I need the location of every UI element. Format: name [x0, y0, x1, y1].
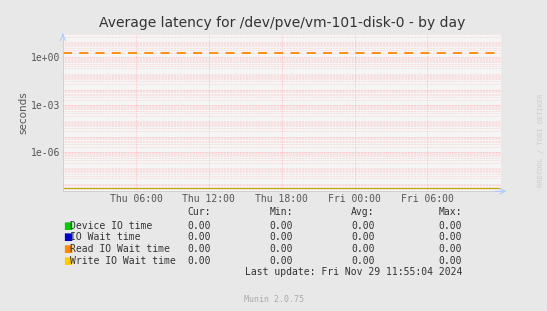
Text: Avg:: Avg: [351, 207, 375, 217]
Text: 0.00: 0.00 [351, 244, 375, 254]
Text: 0.00: 0.00 [439, 221, 462, 231]
Text: 0.00: 0.00 [187, 221, 211, 231]
Text: 0.00: 0.00 [187, 232, 211, 242]
Text: RRDTOOL / TOBI OETIKER: RRDTOOL / TOBI OETIKER [538, 93, 544, 187]
Text: 0.00: 0.00 [439, 232, 462, 242]
Text: ■: ■ [63, 221, 72, 231]
Text: Max:: Max: [439, 207, 462, 217]
Text: ■: ■ [63, 256, 72, 266]
Text: 0.00: 0.00 [269, 244, 293, 254]
Text: Last update: Fri Nov 29 11:55:04 2024: Last update: Fri Nov 29 11:55:04 2024 [245, 267, 462, 277]
Title: Average latency for /dev/pve/vm-101-disk-0 - by day: Average latency for /dev/pve/vm-101-disk… [98, 16, 465, 30]
Text: IO Wait time: IO Wait time [70, 232, 141, 242]
Text: Device IO time: Device IO time [70, 221, 152, 231]
Text: Cur:: Cur: [187, 207, 211, 217]
Text: 0.00: 0.00 [351, 221, 375, 231]
Text: 0.00: 0.00 [187, 244, 211, 254]
Text: ■: ■ [63, 244, 72, 254]
Text: Min:: Min: [269, 207, 293, 217]
Text: Munin 2.0.75: Munin 2.0.75 [243, 295, 304, 304]
Text: Write IO Wait time: Write IO Wait time [70, 256, 176, 266]
Text: 0.00: 0.00 [439, 244, 462, 254]
Text: 0.00: 0.00 [187, 256, 211, 266]
Text: 0.00: 0.00 [269, 221, 293, 231]
Text: 0.00: 0.00 [351, 256, 375, 266]
Text: Read IO Wait time: Read IO Wait time [70, 244, 170, 254]
Text: 0.00: 0.00 [439, 256, 462, 266]
Y-axis label: seconds: seconds [18, 91, 28, 134]
Text: 0.00: 0.00 [269, 256, 293, 266]
Text: 0.00: 0.00 [351, 232, 375, 242]
Text: ■: ■ [63, 232, 72, 242]
Text: 0.00: 0.00 [269, 232, 293, 242]
